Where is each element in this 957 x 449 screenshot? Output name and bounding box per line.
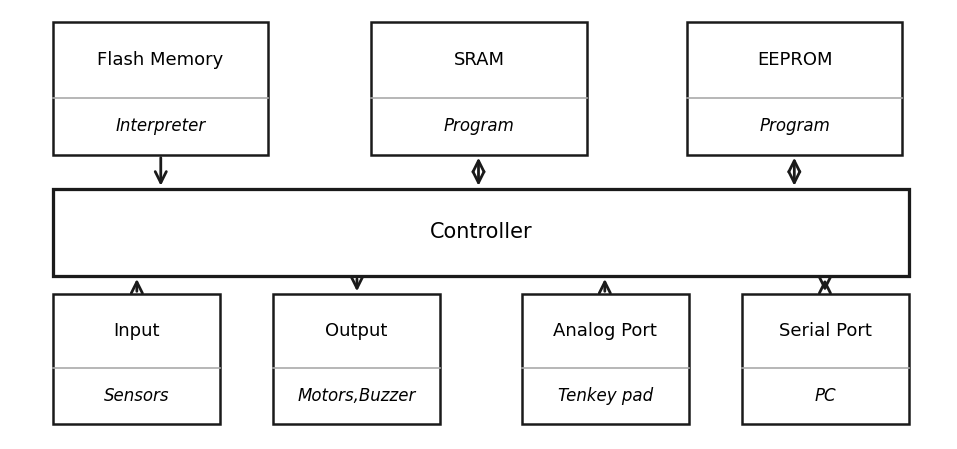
Text: Output: Output: [325, 322, 388, 340]
Text: Controller: Controller: [430, 222, 532, 242]
Bar: [687, 22, 902, 155]
Text: Sensors: Sensors: [103, 387, 169, 405]
Text: Program: Program: [443, 118, 515, 136]
Bar: [53, 189, 909, 276]
Bar: [742, 294, 909, 424]
Text: Motors,Buzzer: Motors,Buzzer: [298, 387, 415, 405]
Bar: [53, 294, 220, 424]
Text: PC: PC: [814, 387, 836, 405]
Text: Input: Input: [113, 322, 160, 340]
Text: Serial Port: Serial Port: [779, 322, 872, 340]
Text: Interpreter: Interpreter: [115, 118, 206, 136]
Text: SRAM: SRAM: [454, 51, 504, 69]
Text: Program: Program: [759, 118, 831, 136]
Bar: [522, 294, 689, 424]
Text: Flash Memory: Flash Memory: [98, 51, 223, 69]
Text: Analog Port: Analog Port: [553, 322, 657, 340]
Bar: [53, 22, 268, 155]
Bar: [371, 22, 587, 155]
Text: Tenkey pad: Tenkey pad: [558, 387, 653, 405]
Text: EEPROM: EEPROM: [757, 51, 833, 69]
Bar: [273, 294, 440, 424]
